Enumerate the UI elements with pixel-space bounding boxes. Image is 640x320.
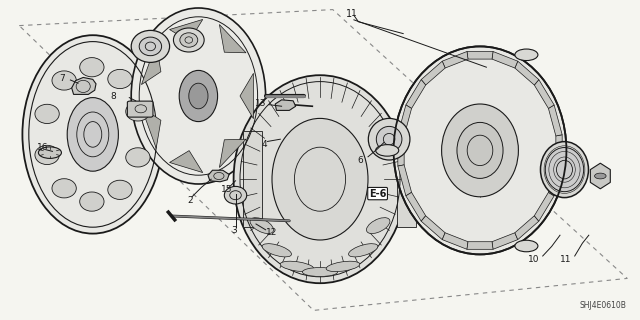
Polygon shape [208, 170, 229, 182]
Text: 8: 8 [110, 92, 116, 100]
Ellipse shape [52, 179, 76, 198]
Polygon shape [421, 216, 445, 240]
Polygon shape [398, 165, 412, 196]
Ellipse shape [326, 261, 360, 272]
Ellipse shape [140, 37, 161, 56]
Ellipse shape [225, 186, 247, 204]
Text: 3: 3 [232, 226, 237, 235]
Ellipse shape [80, 192, 104, 211]
Polygon shape [398, 105, 412, 136]
Ellipse shape [67, 98, 118, 171]
Polygon shape [492, 52, 518, 68]
Polygon shape [467, 242, 493, 249]
Ellipse shape [173, 28, 204, 52]
Ellipse shape [125, 148, 150, 167]
Polygon shape [398, 135, 404, 166]
Circle shape [595, 173, 606, 179]
Text: 1: 1 [346, 9, 352, 19]
Ellipse shape [80, 58, 104, 77]
Text: E-6: E-6 [369, 188, 387, 199]
Text: 2: 2 [187, 196, 193, 204]
Ellipse shape [131, 8, 266, 184]
Polygon shape [515, 216, 539, 240]
Ellipse shape [457, 123, 503, 179]
Ellipse shape [22, 35, 163, 234]
Text: 6: 6 [357, 156, 363, 164]
Polygon shape [240, 73, 253, 119]
Ellipse shape [394, 46, 566, 254]
Text: 11: 11 [560, 255, 572, 264]
Ellipse shape [540, 141, 589, 198]
Ellipse shape [234, 75, 406, 283]
Ellipse shape [125, 102, 150, 121]
Text: SHJ4E0610B: SHJ4E0610B [579, 301, 626, 310]
Polygon shape [442, 52, 468, 68]
Polygon shape [590, 163, 611, 189]
FancyBboxPatch shape [127, 101, 153, 117]
Polygon shape [141, 44, 161, 84]
Ellipse shape [108, 69, 132, 89]
Polygon shape [548, 105, 562, 136]
Ellipse shape [367, 218, 390, 234]
Text: 16: 16 [37, 143, 49, 152]
Ellipse shape [302, 268, 338, 276]
Circle shape [376, 145, 399, 156]
Ellipse shape [189, 83, 208, 109]
Ellipse shape [250, 218, 273, 234]
Polygon shape [534, 192, 554, 221]
Ellipse shape [349, 244, 378, 257]
Ellipse shape [131, 30, 170, 62]
Ellipse shape [179, 70, 218, 122]
Polygon shape [442, 233, 468, 249]
Polygon shape [220, 25, 246, 53]
Text: 13: 13 [255, 99, 266, 108]
Polygon shape [141, 108, 161, 148]
FancyBboxPatch shape [397, 131, 416, 227]
Text: 15: 15 [221, 185, 232, 194]
Ellipse shape [108, 180, 132, 199]
Ellipse shape [369, 118, 410, 160]
Polygon shape [492, 233, 518, 249]
Ellipse shape [35, 104, 60, 124]
Text: 10: 10 [528, 255, 540, 264]
Circle shape [515, 240, 538, 252]
Polygon shape [406, 192, 426, 221]
Polygon shape [515, 61, 539, 85]
Ellipse shape [545, 148, 584, 192]
Polygon shape [275, 100, 296, 110]
Polygon shape [406, 80, 426, 108]
Ellipse shape [442, 104, 518, 197]
Ellipse shape [35, 145, 60, 164]
Polygon shape [534, 80, 554, 108]
Polygon shape [556, 135, 562, 166]
Polygon shape [220, 139, 246, 167]
Circle shape [515, 49, 538, 60]
Ellipse shape [280, 261, 314, 272]
Ellipse shape [262, 244, 291, 257]
Ellipse shape [180, 33, 198, 47]
Ellipse shape [272, 118, 368, 240]
Text: 4: 4 [261, 140, 267, 148]
Polygon shape [467, 52, 493, 59]
Text: 1: 1 [351, 9, 356, 18]
Circle shape [38, 147, 61, 158]
Polygon shape [72, 77, 96, 94]
Ellipse shape [52, 71, 76, 90]
Polygon shape [548, 165, 562, 196]
Polygon shape [170, 151, 203, 172]
FancyBboxPatch shape [243, 131, 262, 227]
Text: 12: 12 [266, 228, 277, 237]
Polygon shape [170, 20, 203, 41]
Polygon shape [421, 61, 445, 85]
Ellipse shape [376, 126, 402, 152]
Text: 7: 7 [59, 74, 65, 83]
